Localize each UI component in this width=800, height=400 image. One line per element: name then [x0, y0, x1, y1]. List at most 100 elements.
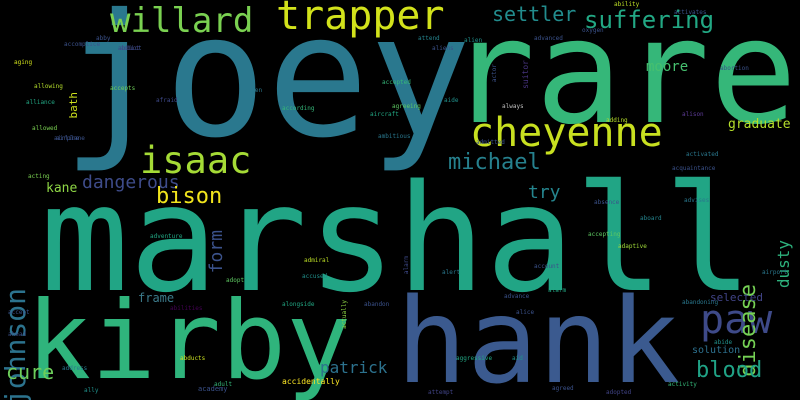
- cloud-word: settler: [492, 2, 577, 26]
- cloud-word: abortion: [720, 65, 749, 72]
- cloud-word: allowed: [32, 125, 58, 132]
- cloud-word: oxygen: [582, 27, 604, 34]
- cloud-word: dangerous: [82, 172, 180, 193]
- cloud-word: cheyenne: [470, 110, 663, 156]
- cloud-word: aggressive: [456, 355, 493, 362]
- cloud-word: willard: [110, 1, 254, 41]
- cloud-word: accepting: [588, 231, 621, 238]
- cloud-word: alice: [516, 309, 535, 316]
- cloud-word: aide: [444, 97, 459, 104]
- cloud-word: allowing: [34, 83, 63, 90]
- cloud-word: dusty: [774, 240, 793, 289]
- cloud-word: kane: [46, 181, 78, 196]
- cloud-word: actor: [491, 64, 498, 83]
- cloud-word: cure: [6, 360, 55, 384]
- cloud-word: abide: [714, 339, 733, 346]
- cloud-word: airline: [54, 135, 80, 142]
- cloud-word: blood: [696, 358, 763, 383]
- cloud-word: patrick: [320, 358, 388, 377]
- cloud-word: accidentally: [282, 377, 340, 386]
- cloud-word: abandon: [364, 301, 390, 308]
- cloud-word: alliance: [26, 99, 55, 106]
- cloud-word: acting: [28, 173, 50, 180]
- cloud-word: ally: [84, 387, 99, 394]
- cloud-word: abduct: [118, 45, 140, 52]
- cloud-word: aid: [512, 355, 523, 362]
- cloud-word: admiral: [304, 257, 330, 264]
- cloud-word: moore: [646, 59, 689, 75]
- cloud-word: ability: [614, 1, 640, 8]
- cloud-word: paw: [700, 297, 773, 343]
- cloud-word: aircraft: [370, 111, 399, 118]
- cloud-word: adult: [214, 381, 233, 388]
- cloud-word: attend: [418, 35, 440, 42]
- cloud-word: selected: [710, 291, 763, 304]
- cloud-word: admitted: [476, 139, 505, 146]
- cloud-word: agreeing: [392, 103, 421, 110]
- cloud-word: rare: [448, 0, 798, 157]
- cloud-word: addict: [120, 45, 142, 52]
- cloud-word: address: [62, 365, 88, 372]
- cloud-word: activated: [686, 151, 719, 158]
- cloud-word: adaptive: [618, 243, 647, 250]
- cloud-word: suitor: [521, 60, 530, 89]
- cloud-word: accomplice: [64, 41, 101, 48]
- cloud-word: academy: [198, 385, 228, 393]
- cloud-word: aliens: [432, 45, 454, 52]
- cloud-word: bath: [67, 92, 80, 119]
- cloud-word: trapper: [276, 0, 445, 39]
- cloud-word: ahead: [8, 331, 27, 338]
- cloud-word: always: [502, 103, 524, 110]
- cloud-word: frame: [138, 291, 175, 305]
- cloud-word: adding: [606, 117, 628, 124]
- cloud-word: abilities: [170, 305, 203, 312]
- cloud-word: bison: [156, 184, 223, 209]
- cloud-word: afraid: [156, 97, 178, 104]
- cloud-word: alert: [442, 269, 461, 276]
- cloud-word: alison: [682, 111, 704, 118]
- cloud-word: acquaintance: [672, 165, 716, 172]
- cloud-word: airplane: [56, 135, 85, 142]
- cloud-word: try: [528, 182, 561, 203]
- cloud-word: accused: [302, 273, 328, 280]
- cloud-word: activity: [668, 381, 697, 388]
- cloud-word: accept: [8, 309, 30, 316]
- cloud-word: solution: [692, 345, 741, 356]
- cloud-word: marshall: [40, 153, 753, 325]
- cloud-word: accepted: [382, 79, 411, 86]
- cloud-word: ambitious: [378, 133, 411, 140]
- cloud-word: activates: [674, 9, 707, 16]
- cloud-word: advanced: [534, 35, 563, 42]
- cloud-word: graduate: [728, 117, 791, 132]
- cloud-word: joey: [62, 0, 472, 176]
- cloud-word: alarm: [548, 287, 567, 294]
- cloud-word: isaac: [140, 139, 252, 182]
- cloud-word: adventure: [150, 233, 183, 240]
- cloud-word: abandoning: [682, 299, 719, 306]
- cloud-word: absence: [594, 199, 620, 206]
- cloud-word: alien: [464, 37, 483, 44]
- cloud-word: airport: [762, 269, 788, 276]
- cloud-word: michael: [448, 150, 541, 175]
- cloud-word: suffering: [584, 6, 715, 34]
- cloud-word: actually: [341, 300, 348, 329]
- cloud-word: account: [534, 263, 560, 270]
- cloud-word: alarm: [403, 256, 410, 275]
- cloud-word: according: [282, 105, 315, 112]
- cloud-word: hank: [396, 272, 681, 400]
- cloud-word: adopt: [226, 277, 245, 284]
- cloud-word: advises: [684, 197, 710, 204]
- cloud-word: adopted: [606, 389, 632, 396]
- cloud-word: aboard: [640, 215, 662, 222]
- cloud-word: accepts: [110, 85, 136, 92]
- cloud-word: abby: [96, 35, 111, 42]
- cloud-word: kirby: [26, 279, 352, 400]
- cloud-word: aging: [14, 59, 33, 66]
- cloud-word: advance: [504, 293, 530, 300]
- cloud-word: alongside: [282, 301, 315, 308]
- cloud-word: abducts: [180, 355, 206, 362]
- cloud-word: form: [206, 230, 227, 274]
- cloud-word: alien: [244, 87, 263, 94]
- cloud-word: agreed: [552, 385, 574, 392]
